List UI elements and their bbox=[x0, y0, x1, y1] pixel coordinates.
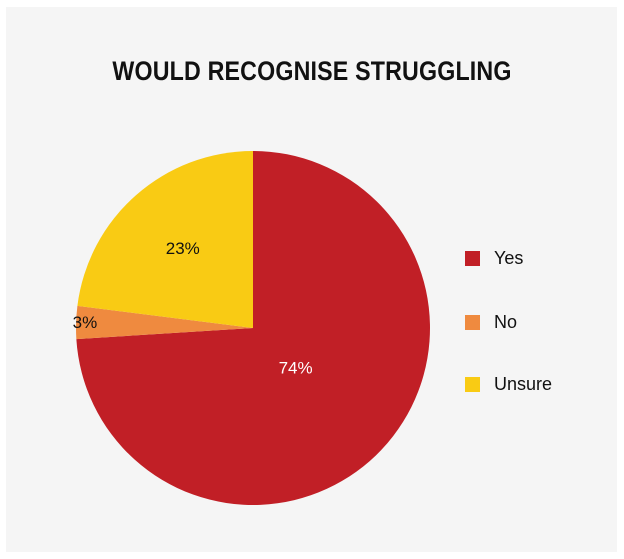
pie-slice-no bbox=[76, 305, 253, 340]
legend-swatch-yes bbox=[465, 250, 480, 266]
legend-item-no: No bbox=[465, 310, 517, 334]
slice-label-unsure: 23% bbox=[166, 239, 200, 258]
legend-swatch-unsure bbox=[465, 376, 480, 392]
legend-item-unsure: Unsure bbox=[465, 372, 552, 396]
slice-label-yes: 74% bbox=[279, 358, 313, 377]
legend-swatch-no bbox=[465, 314, 480, 330]
legend-item-yes: Yes bbox=[465, 246, 523, 270]
pie-slices bbox=[76, 151, 430, 505]
slice-label-no: 3% bbox=[73, 313, 98, 332]
chart-title: WOULD RECOGNISE STRUGGLING bbox=[112, 56, 512, 86]
pie-slice-labels: 74% 3% 23% bbox=[73, 239, 313, 378]
pie-slice-unsure bbox=[77, 151, 254, 328]
legend-label-unsure: Unsure bbox=[494, 373, 553, 394]
pie-slice-yes bbox=[76, 151, 430, 505]
legend-label-yes: Yes bbox=[494, 247, 524, 268]
legend-label-no: No bbox=[494, 311, 518, 332]
